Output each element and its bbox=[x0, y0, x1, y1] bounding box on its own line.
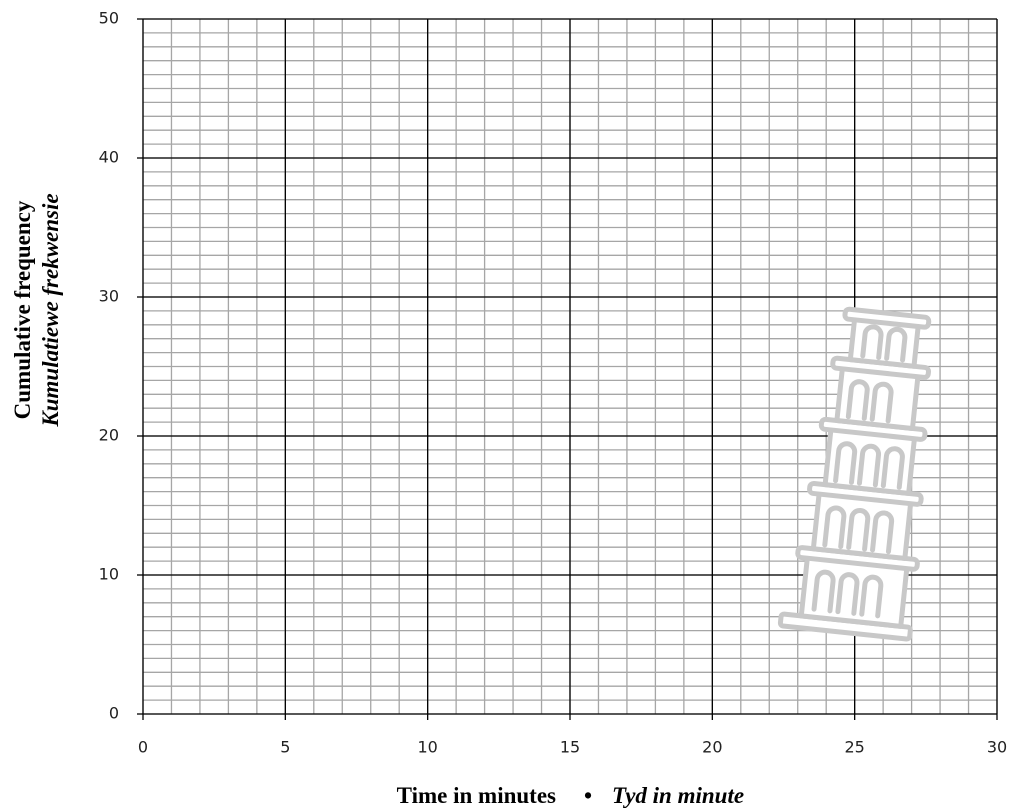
x-axis-label: Time in minutes bbox=[397, 783, 556, 808]
x-tick-label: 30 bbox=[987, 738, 1007, 757]
x-tick-label: 0 bbox=[138, 738, 148, 757]
y-axis-label-alt: Kumulatiewe frekwensie bbox=[38, 193, 63, 427]
axis-labels: Time in minutes • Tyd in minute Cumulati… bbox=[10, 193, 744, 808]
x-tick-label: 5 bbox=[280, 738, 290, 757]
x-axis-label-alt: Tyd in minute bbox=[612, 783, 744, 808]
y-tick-label: 30 bbox=[99, 287, 119, 306]
x-tick-label: 20 bbox=[702, 738, 722, 757]
tower-icon bbox=[777, 306, 932, 642]
y-axis-label: Cumulative frequency bbox=[10, 200, 35, 419]
x-axis-label-separator: • bbox=[584, 783, 592, 808]
y-tick-label: 10 bbox=[99, 565, 119, 584]
y-tick-label: 40 bbox=[99, 148, 119, 167]
x-tick-label: 15 bbox=[560, 738, 580, 757]
y-tick-label: 20 bbox=[99, 426, 119, 445]
y-tick-label: 50 bbox=[99, 9, 119, 28]
x-tick-label: 10 bbox=[417, 738, 437, 757]
x-tick-label: 25 bbox=[844, 738, 864, 757]
y-tick-label: 0 bbox=[109, 704, 119, 723]
